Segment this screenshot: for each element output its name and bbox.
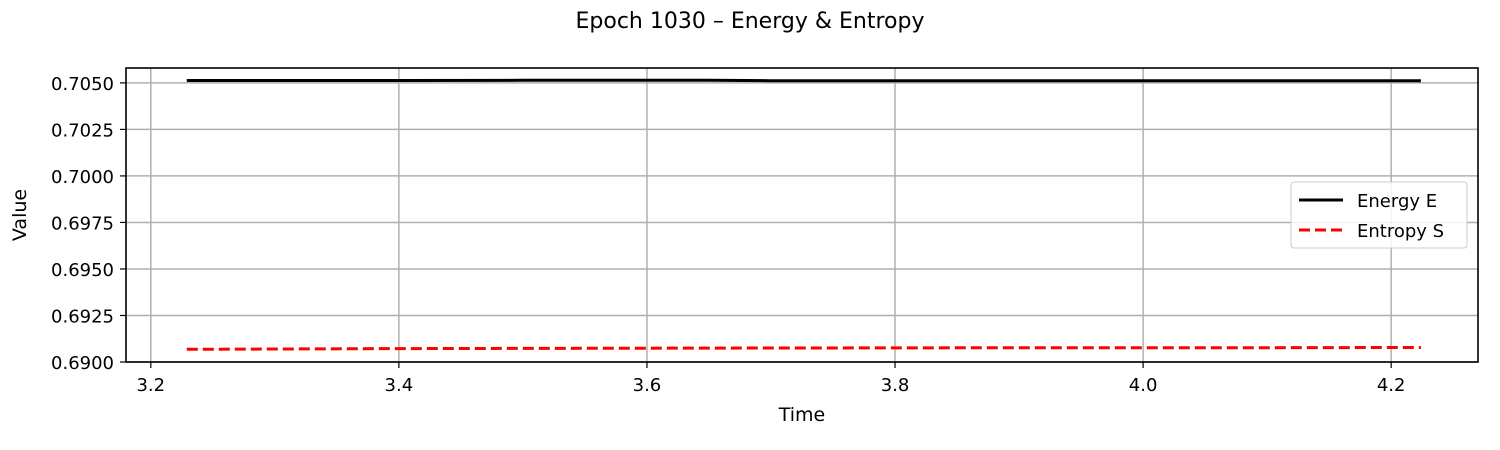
grid-lines	[126, 68, 1478, 363]
axis-ticks: 3.2 3.4 3.6 3.8 4.0 4.2 0.6900 0.6925 0.6950 0.69…	[51, 74, 1405, 396]
y-tick-label: 0.7050	[51, 74, 114, 95]
y-tick-label: 0.7025	[51, 120, 114, 141]
plot-frame	[125, 67, 1479, 363]
x-tick-label: 4.2	[1377, 375, 1406, 396]
y-axis-title: Value	[9, 189, 31, 241]
y-tick-label: 0.6950	[51, 260, 114, 281]
y-tick-label: 0.6925	[51, 306, 114, 327]
chart-title: Epoch 1030 – Energy & Entropy	[576, 9, 925, 34]
x-tick-label: 4.0	[1129, 375, 1158, 396]
y-tick-label: 0.7000	[51, 167, 114, 188]
x-axis-title: Time	[778, 404, 826, 426]
legend: Energy E Entropy S	[1290, 181, 1468, 249]
x-tick-label: 3.4	[385, 375, 414, 396]
y-tick-label: 0.6975	[51, 213, 114, 234]
legend-label: Entropy S	[1357, 221, 1444, 242]
x-tick-label: 3.6	[633, 375, 662, 396]
series-line-entropy	[186, 346, 1421, 351]
x-tick-label: 3.2	[136, 375, 165, 396]
y-tick-label: 0.6900	[51, 353, 114, 374]
series-line-energy	[186, 78, 1421, 83]
x-tick-label: 3.8	[881, 375, 910, 396]
series-layer	[186, 78, 1421, 351]
legend-label: Energy E	[1357, 191, 1437, 212]
